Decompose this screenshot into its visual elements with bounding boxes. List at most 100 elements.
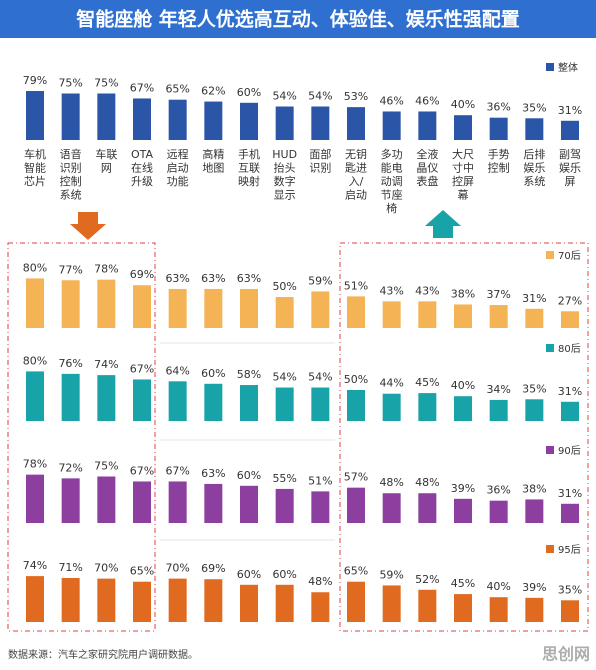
value-label: 51% bbox=[344, 279, 368, 292]
bar bbox=[382, 301, 401, 328]
value-label: 62% bbox=[201, 85, 225, 98]
value-label: 54% bbox=[272, 90, 296, 103]
bar bbox=[418, 589, 437, 622]
category-label: 全液 bbox=[416, 147, 438, 161]
value-label: 34% bbox=[486, 383, 510, 396]
value-label: 77% bbox=[58, 263, 82, 276]
category-label: 网 bbox=[101, 162, 112, 175]
category-label: 功能 bbox=[167, 174, 189, 188]
value-label: 36% bbox=[486, 101, 510, 114]
bar bbox=[454, 115, 472, 140]
value-label: 43% bbox=[415, 284, 439, 297]
category-label: OTA bbox=[131, 148, 154, 161]
value-label: 44% bbox=[379, 377, 403, 390]
category-label: 地图 bbox=[202, 162, 224, 175]
value-label: 60% bbox=[237, 86, 261, 99]
value-label: 67% bbox=[130, 81, 154, 94]
value-label: 40% bbox=[486, 580, 510, 593]
bar bbox=[97, 578, 116, 622]
value-label: 74% bbox=[23, 559, 47, 572]
bar bbox=[204, 483, 223, 523]
bar bbox=[61, 373, 80, 421]
bar bbox=[311, 106, 330, 140]
category-label: 幕 bbox=[458, 188, 469, 202]
bar bbox=[240, 485, 258, 523]
bar bbox=[561, 311, 579, 328]
category-label: 无钥 bbox=[345, 147, 367, 161]
category-label: 芯片 bbox=[24, 174, 46, 188]
value-label: 31% bbox=[558, 104, 582, 117]
category-label: 匙进 bbox=[345, 162, 367, 175]
bar bbox=[133, 285, 151, 328]
bar bbox=[525, 499, 544, 523]
value-label: 36% bbox=[486, 484, 510, 497]
value-label: 69% bbox=[201, 562, 225, 575]
bar bbox=[204, 579, 223, 622]
highlight-box bbox=[339, 242, 589, 632]
category-label: 映射 bbox=[238, 174, 260, 188]
category-label: 显示 bbox=[274, 189, 296, 202]
value-label: 65% bbox=[165, 83, 189, 96]
value-label: 63% bbox=[237, 272, 261, 285]
bar bbox=[347, 107, 365, 140]
bar bbox=[382, 493, 401, 523]
bar bbox=[561, 120, 579, 140]
bar bbox=[489, 117, 508, 140]
bar bbox=[204, 383, 223, 421]
value-label: 75% bbox=[94, 77, 118, 90]
bar bbox=[26, 474, 44, 523]
title-banner bbox=[0, 0, 596, 38]
bar bbox=[489, 305, 508, 328]
bar bbox=[61, 478, 80, 523]
value-label: 50% bbox=[344, 373, 368, 386]
value-label: 65% bbox=[130, 565, 154, 578]
bar bbox=[275, 297, 294, 328]
value-label: 67% bbox=[130, 362, 154, 375]
bar bbox=[168, 99, 187, 140]
bar bbox=[61, 577, 80, 622]
value-label: 48% bbox=[379, 476, 403, 489]
value-label: 35% bbox=[522, 382, 546, 395]
bar bbox=[97, 476, 116, 523]
bar bbox=[61, 280, 80, 328]
bar bbox=[133, 98, 151, 140]
bar bbox=[168, 288, 187, 328]
value-label: 38% bbox=[522, 482, 546, 495]
value-label: 70% bbox=[165, 562, 189, 575]
category-label: 启动 bbox=[167, 162, 189, 175]
value-label: 78% bbox=[23, 458, 47, 471]
category-label: 动调 bbox=[381, 175, 403, 188]
bar bbox=[382, 111, 401, 140]
bar bbox=[97, 93, 116, 140]
category-label: 高精 bbox=[202, 147, 224, 161]
value-label: 40% bbox=[451, 98, 475, 111]
category-label: 副驾 bbox=[559, 148, 581, 161]
category-label: 后排 bbox=[523, 147, 545, 161]
arrow-up bbox=[425, 210, 461, 238]
bar bbox=[489, 597, 508, 622]
value-label: 31% bbox=[522, 292, 546, 305]
bar bbox=[311, 592, 330, 622]
legend-label: 90后 bbox=[558, 445, 581, 457]
bar bbox=[133, 581, 151, 622]
bar bbox=[454, 304, 472, 328]
category-label: 数字 bbox=[274, 174, 296, 188]
bar bbox=[168, 381, 187, 421]
category-label: 智能 bbox=[24, 161, 46, 175]
category-label: 车联 bbox=[95, 147, 117, 161]
value-label: 46% bbox=[379, 94, 403, 107]
category-label: 系统 bbox=[60, 189, 82, 202]
bar bbox=[418, 301, 437, 328]
bar bbox=[525, 118, 544, 140]
value-label: 64% bbox=[165, 364, 189, 377]
category-label: 表盘 bbox=[416, 174, 438, 188]
value-label: 80% bbox=[23, 354, 47, 367]
bar bbox=[275, 488, 294, 523]
arrow-down bbox=[70, 212, 106, 240]
bar bbox=[454, 396, 472, 421]
bar bbox=[418, 393, 437, 421]
value-label: 60% bbox=[237, 469, 261, 482]
bar bbox=[561, 401, 579, 421]
value-label: 37% bbox=[486, 288, 510, 301]
